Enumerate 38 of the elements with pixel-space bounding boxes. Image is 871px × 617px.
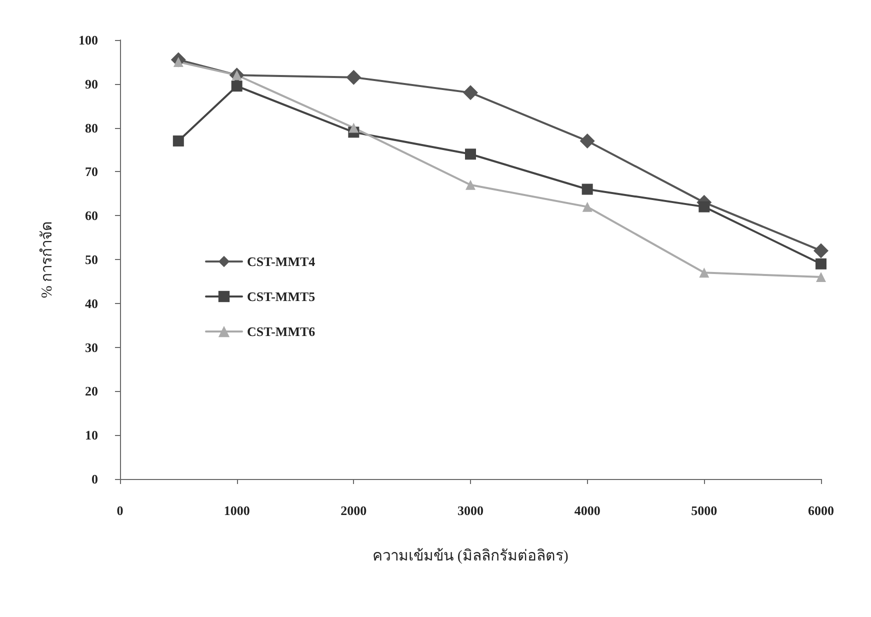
point <box>698 201 710 212</box>
y-axis-title: % การกำจัด <box>38 220 56 298</box>
point <box>580 133 595 148</box>
y-tick-label: 10 <box>85 428 98 443</box>
x-tick-label: 6000 <box>808 503 834 518</box>
x-axis-title: ความเข้มข้น (มิลลิกรัมต่อลิตร) <box>372 548 568 564</box>
point <box>348 122 359 133</box>
point <box>346 70 362 85</box>
y-tick-label: 90 <box>85 76 98 92</box>
y-tick-label: 70 <box>85 164 98 180</box>
y-tick-label: 60 <box>85 208 98 224</box>
x-tick-label: 4000 <box>574 503 600 518</box>
point <box>816 258 826 270</box>
point <box>463 85 478 100</box>
x-tick-label: 0 <box>116 503 124 518</box>
y-tick-label: 30 <box>85 340 98 355</box>
y-tick-label: 100 <box>78 32 98 48</box>
y-tick-label: 40 <box>85 296 98 311</box>
point <box>231 80 242 92</box>
legend-label: CST-MMT5 <box>247 289 316 304</box>
point <box>172 135 184 146</box>
point <box>814 243 828 258</box>
point <box>582 202 592 212</box>
y-tick-label: 50 <box>85 252 98 267</box>
point <box>816 272 826 282</box>
y-tick-label: 20 <box>85 384 98 399</box>
point <box>466 180 476 190</box>
legend-label: CST-MMT4 <box>247 254 316 269</box>
point <box>582 184 593 195</box>
x-tick-label: 5000 <box>691 503 718 518</box>
y-tick-label: 80 <box>85 120 98 136</box>
point <box>465 148 476 160</box>
x-tick-label: 2000 <box>340 503 367 518</box>
legend-label: CST-MMT6 <box>247 324 316 339</box>
x-tick-label: 1000 <box>224 503 250 518</box>
point <box>699 268 710 278</box>
y-tick-label: 0 <box>92 472 98 486</box>
x-tick-label: 3000 <box>458 503 484 518</box>
